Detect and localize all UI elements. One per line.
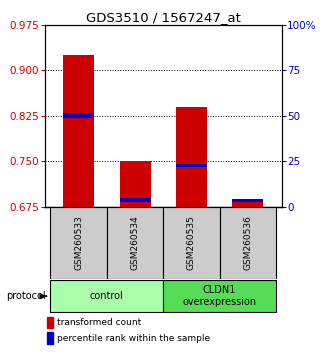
Bar — [232, 201, 263, 207]
Text: GSM260533: GSM260533 — [74, 216, 83, 270]
Bar — [163, 207, 220, 279]
Bar — [163, 280, 276, 313]
Bar — [63, 113, 94, 118]
Bar — [63, 55, 94, 207]
Text: GSM260536: GSM260536 — [243, 216, 252, 270]
Bar — [176, 107, 207, 207]
Bar — [232, 199, 263, 202]
Title: GDS3510 / 1567247_at: GDS3510 / 1567247_at — [86, 11, 241, 24]
Bar — [107, 207, 163, 279]
Bar — [47, 332, 53, 344]
Bar — [51, 207, 107, 279]
Bar — [220, 207, 276, 279]
Text: percentile rank within the sample: percentile rank within the sample — [57, 334, 210, 343]
Bar — [119, 161, 150, 207]
Bar — [119, 198, 150, 202]
Bar — [51, 280, 163, 313]
Bar — [47, 316, 53, 329]
Text: CLDN1
overexpression: CLDN1 overexpression — [182, 285, 257, 307]
Text: protocol: protocol — [6, 291, 46, 301]
Bar — [176, 164, 207, 167]
Text: transformed count: transformed count — [57, 318, 141, 327]
Text: GSM260535: GSM260535 — [187, 216, 196, 270]
Text: GSM260534: GSM260534 — [131, 216, 140, 270]
Text: control: control — [90, 291, 124, 301]
